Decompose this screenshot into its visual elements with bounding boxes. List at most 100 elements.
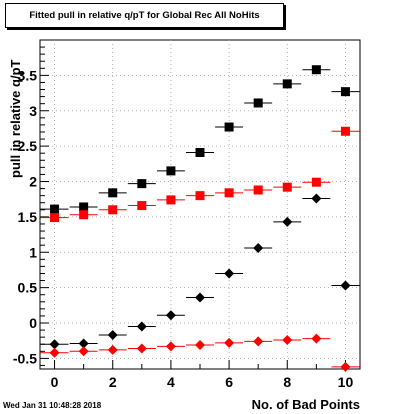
square-marker: [311, 177, 321, 187]
diamond-marker: [136, 321, 147, 332]
diamond-marker: [282, 216, 293, 227]
square-marker: [224, 122, 234, 132]
x-tick-label: 4: [167, 374, 175, 390]
square-marker: [340, 126, 350, 136]
data-point: [215, 337, 244, 348]
data-point: [215, 122, 244, 132]
data-point: [302, 333, 331, 344]
tick-labels: 0 2 4 6 8 10 -0.5 0 0.5 1 1.5 2 2.5 3 3.5: [13, 67, 354, 390]
diamond-marker: [253, 336, 264, 347]
square-marker: [195, 147, 205, 157]
chart-title: Fitted pull in relative q/pT for Global …: [5, 3, 284, 28]
data-point: [273, 79, 302, 89]
y-tick-label: 1.5: [18, 209, 38, 225]
axis-ticks: [40, 46, 346, 369]
square-marker: [79, 210, 89, 220]
x-tick-label: 2: [109, 374, 117, 390]
diamond-marker: [195, 292, 205, 303]
diamond-marker: [311, 193, 322, 204]
data-point: [215, 268, 244, 279]
data-point: [98, 205, 127, 215]
y-tick-label: -0.5: [13, 350, 37, 366]
square-marker: [50, 204, 60, 214]
square-marker: [108, 205, 118, 215]
diamond-marker: [340, 361, 351, 372]
data-point: [244, 243, 273, 254]
diamond-marker: [311, 333, 322, 344]
diamond-marker: [224, 337, 235, 348]
data-point: [331, 280, 360, 291]
square-marker: [166, 166, 176, 176]
y-tick-label: 2: [29, 174, 37, 190]
data-point: [127, 321, 156, 332]
diamond-marker: [165, 341, 176, 352]
data-point: [244, 336, 273, 347]
diamond-marker: [224, 268, 235, 279]
data-point: [156, 341, 185, 352]
data-point: [98, 330, 127, 341]
data-point: [69, 210, 98, 220]
diamond-marker: [78, 346, 89, 357]
data-point: [186, 339, 214, 350]
square-marker: [340, 87, 350, 97]
data-point: [331, 126, 360, 136]
square-marker: [253, 185, 263, 195]
square-marker: [137, 179, 147, 189]
data-point: [302, 193, 331, 204]
x-tick-label: 8: [283, 374, 291, 390]
data-point: [186, 147, 214, 157]
y-axis-title: pull in relative q/pT: [8, 59, 23, 178]
data-point: [127, 201, 156, 211]
grid-lines: [40, 40, 360, 369]
data-point: [273, 334, 302, 345]
data-point: [273, 216, 302, 227]
y-tick-label: 3.5: [18, 67, 38, 83]
data-point: [156, 310, 185, 321]
data-point: [215, 188, 244, 198]
data-point: [69, 202, 98, 212]
data-point: [273, 182, 302, 192]
data-point: [69, 338, 98, 349]
diamond-marker: [165, 310, 176, 321]
data-point: [127, 343, 156, 354]
data-point: [331, 361, 360, 372]
data-point: [40, 204, 69, 214]
diamond-marker: [107, 330, 118, 341]
data-point: [186, 191, 214, 201]
data-point: [331, 87, 360, 97]
square-marker: [311, 65, 321, 75]
square-marker: [166, 195, 176, 205]
square-marker: [79, 202, 89, 212]
data-point: [40, 339, 69, 350]
diamond-marker: [282, 334, 293, 345]
x-tick-label: 10: [338, 374, 354, 390]
data-point: [69, 346, 98, 357]
y-tick-label: 0: [29, 315, 37, 331]
data-point: [186, 292, 214, 303]
x-tick-label: 6: [225, 374, 233, 390]
diamond-marker: [136, 343, 147, 354]
data-point: [40, 347, 69, 358]
y-tick-label: 2.5: [18, 138, 38, 154]
data-point: [156, 166, 185, 176]
diamond-marker: [107, 344, 118, 355]
data-point: [127, 179, 156, 189]
diamond-marker: [49, 339, 60, 350]
y-tick-label: 3: [29, 103, 37, 119]
data-point: [40, 213, 69, 223]
square-marker: [50, 213, 60, 223]
diamond-marker: [78, 338, 89, 349]
square-marker: [253, 98, 263, 108]
square-marker: [108, 188, 118, 198]
timestamp: Wed Jan 31 10:48:28 2018: [3, 401, 102, 410]
diamond-marker: [340, 280, 351, 291]
x-axis-title: No. of Bad Points: [251, 397, 360, 412]
data-marks: [40, 65, 360, 372]
y-tick-label: 0.5: [18, 280, 38, 296]
square-marker: [195, 191, 205, 201]
data-point: [302, 177, 331, 187]
diamond-marker: [195, 339, 205, 350]
square-marker: [137, 201, 147, 211]
diamond-marker: [49, 347, 60, 358]
data-point: [244, 98, 273, 108]
